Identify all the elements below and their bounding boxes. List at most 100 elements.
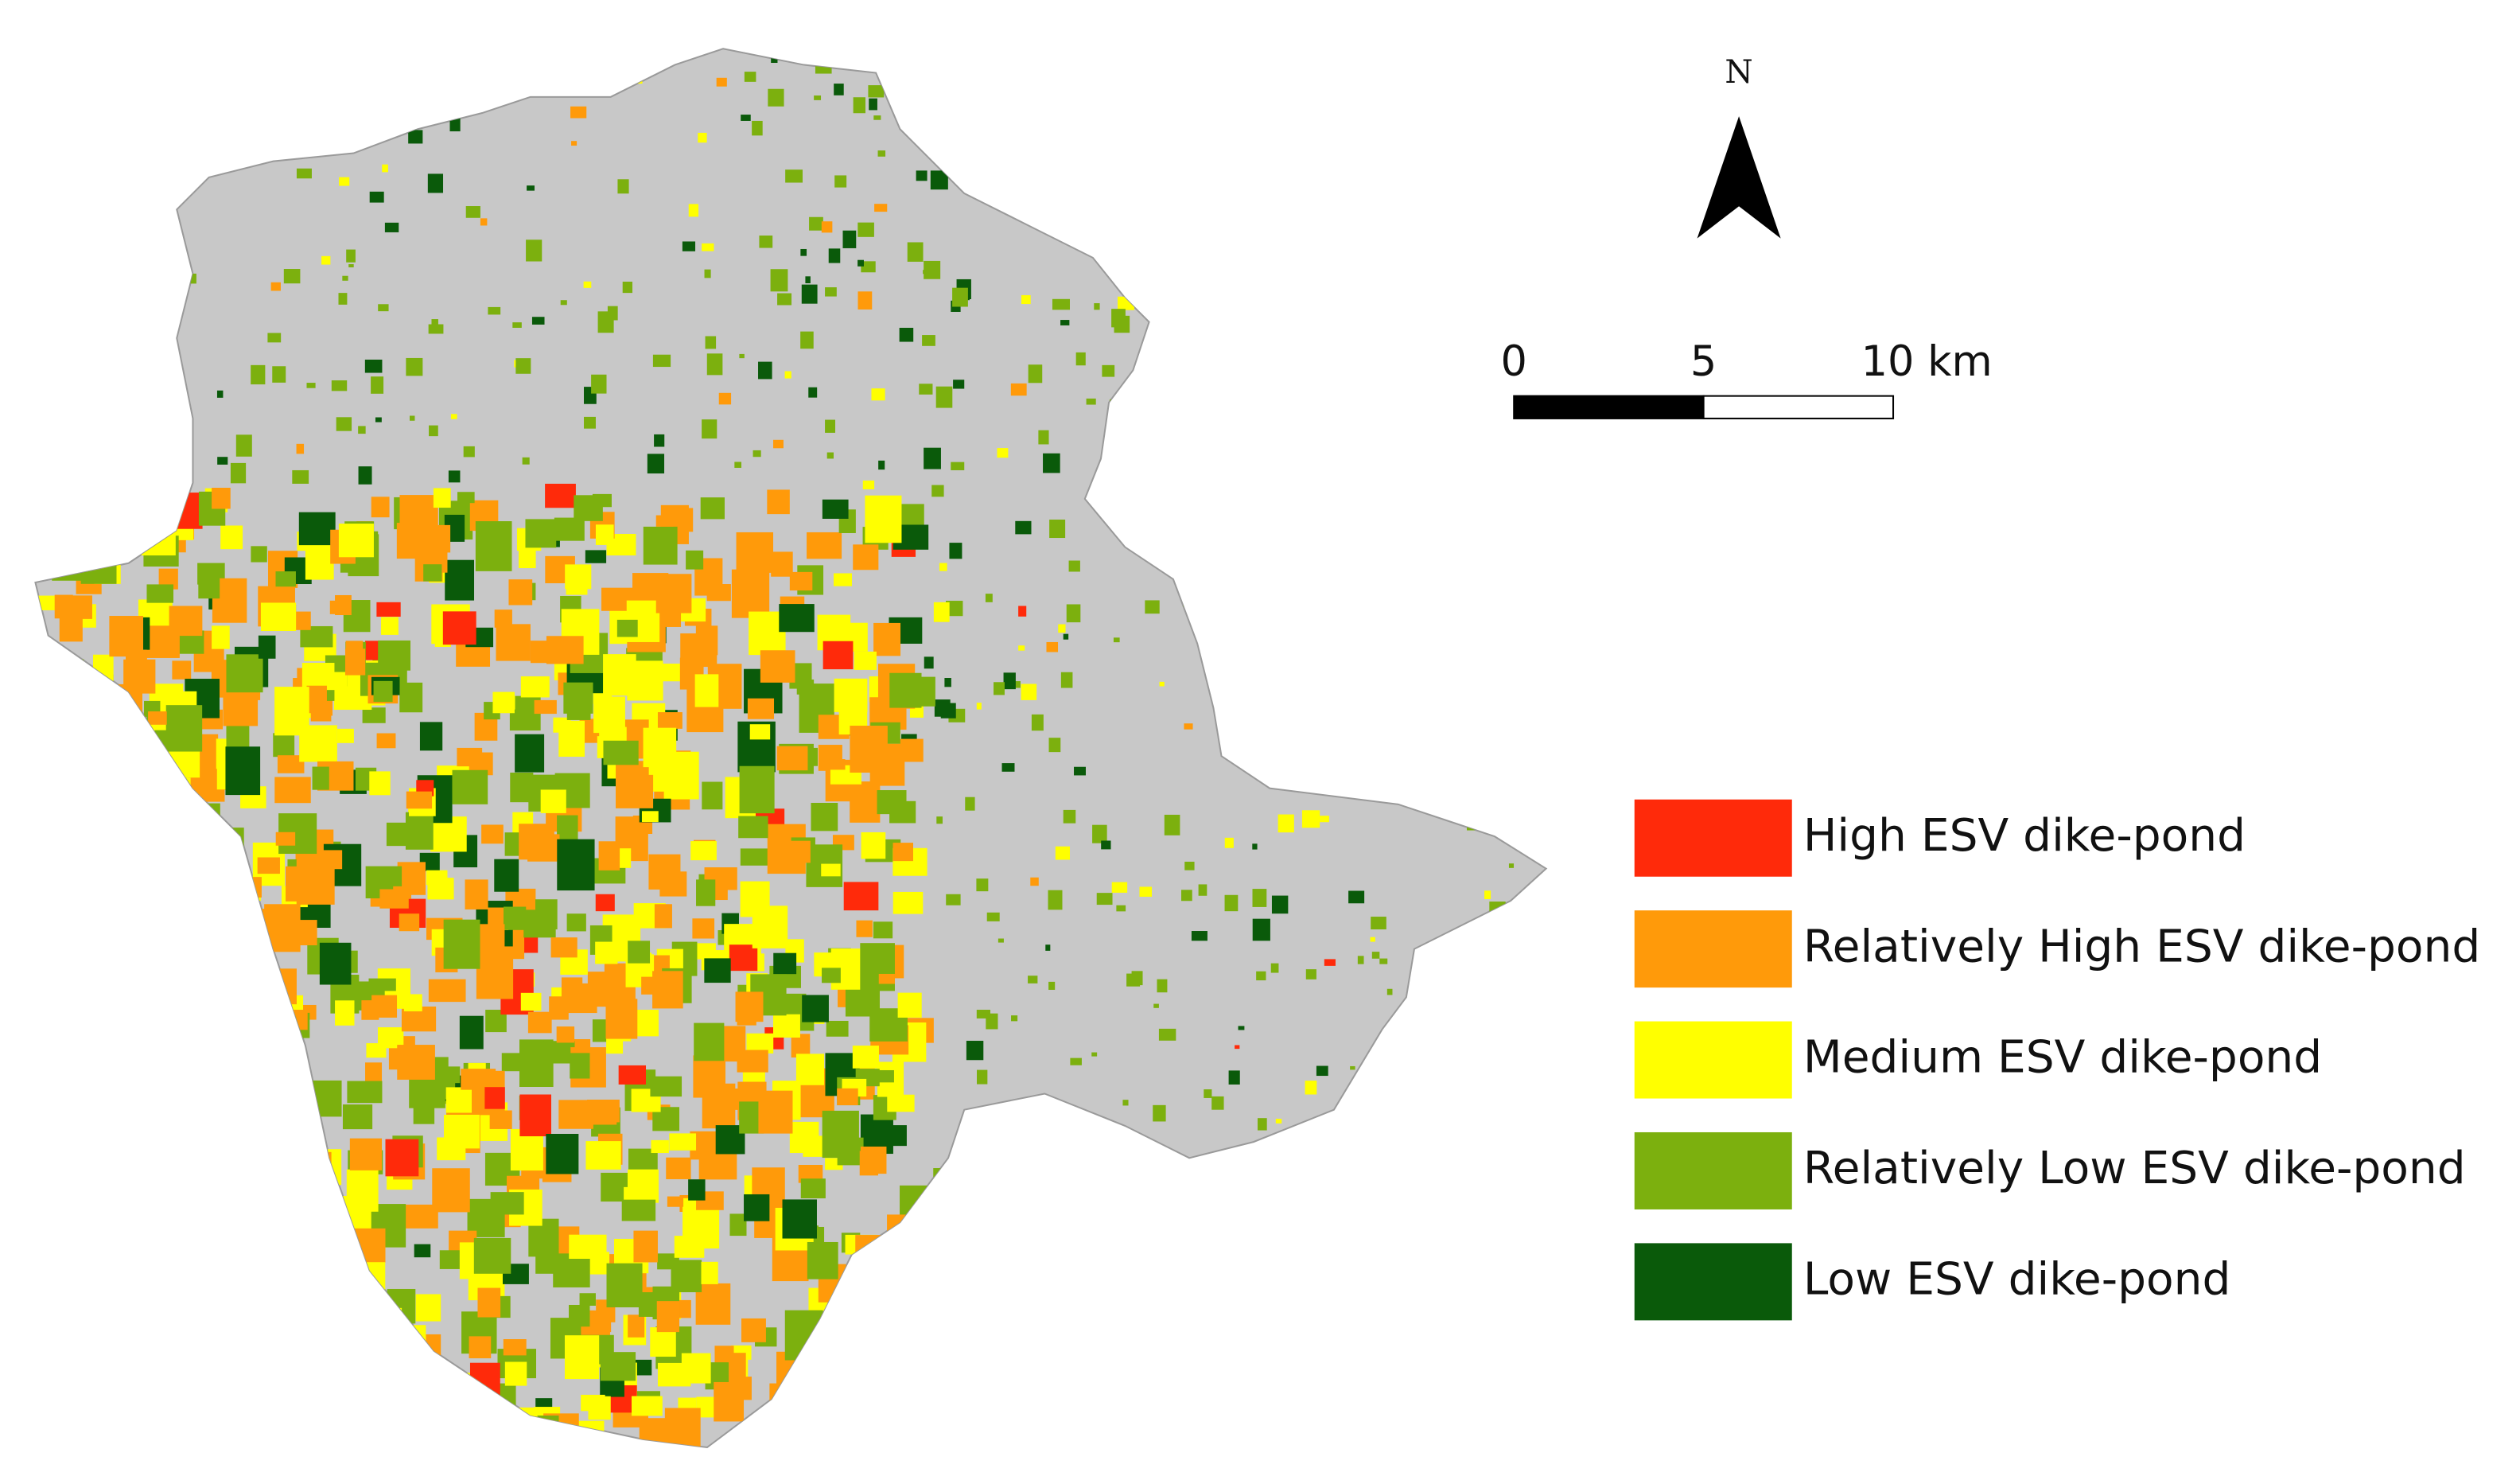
patch [526,240,542,262]
patch [1335,99,1342,108]
patch [76,1173,103,1193]
patch [237,992,274,1022]
patch [245,1279,264,1295]
patch [319,942,352,985]
patch [528,87,542,95]
patch [829,1292,863,1337]
patch [237,1190,260,1205]
patch [99,1299,125,1320]
patch [1129,1424,1141,1435]
patch [1378,1249,1395,1272]
patch [1159,681,1165,687]
patch [125,1356,161,1378]
patch [277,755,305,773]
patch [292,469,309,484]
patch [39,342,51,355]
patch [557,815,578,840]
patch [35,1351,52,1373]
patch [1154,490,1162,499]
patch [889,672,922,708]
patch [656,1301,680,1333]
patch [920,1422,927,1431]
patch [57,426,68,436]
patch [1315,520,1322,528]
patch [117,96,122,103]
patch [564,1335,600,1380]
patch [1487,722,1503,744]
patch [873,1125,907,1147]
patch [837,1088,858,1106]
patch [802,995,829,1022]
patch [60,154,72,161]
patch [1515,444,1522,450]
patch [979,1151,990,1159]
patch [431,319,438,328]
patch [899,327,914,342]
patch [50,1390,82,1429]
patch [1183,600,1191,607]
patch [1397,623,1403,627]
patch [878,973,895,984]
patch [1478,80,1491,98]
patch [569,1304,590,1327]
patch [1312,1198,1330,1213]
patch [1538,887,1546,902]
patch [1370,937,1375,942]
patch [617,179,629,194]
patch [1234,541,1252,562]
patch [58,72,76,89]
patch [1294,372,1309,389]
patch [1224,894,1239,912]
patch [1145,600,1160,614]
patch [527,1011,552,1034]
patch [664,1408,701,1447]
patch [1468,1428,1475,1433]
patch [1015,520,1032,535]
patch [399,682,423,713]
scale-bar-black [1513,395,1705,419]
patch [976,878,989,892]
patch [1018,606,1027,617]
patch [79,882,96,903]
patch [858,259,864,267]
patch [1324,959,1336,966]
patch [998,938,1004,943]
patch [759,235,773,248]
patch [1074,766,1086,776]
patch [616,761,654,808]
patch [1080,1345,1089,1353]
patch [758,1090,793,1134]
patch [773,952,797,975]
patch [1357,1447,1372,1461]
patch [1131,971,1143,986]
patch [922,335,935,346]
patch [515,358,531,374]
patch [953,380,965,389]
patch [84,1036,122,1068]
patch [1305,1326,1316,1338]
patch [627,64,634,71]
patch [1270,1391,1284,1406]
patch [655,574,692,613]
patch [692,918,715,939]
patch [768,88,784,107]
legend-swatch [1634,910,1792,988]
patch [1371,952,1380,959]
patch [1070,1057,1082,1065]
patch [406,357,423,376]
patch [274,687,309,736]
patch [694,1022,725,1061]
patch [595,524,614,545]
patch [589,1100,617,1125]
patch [138,874,176,912]
patch [69,1020,92,1043]
patch [198,851,227,876]
patch [853,97,865,114]
patch [593,696,625,734]
patch [369,191,384,203]
patch [1028,976,1038,983]
patch [151,259,166,277]
patch [752,450,761,458]
patch [789,571,813,591]
patch [944,678,951,687]
